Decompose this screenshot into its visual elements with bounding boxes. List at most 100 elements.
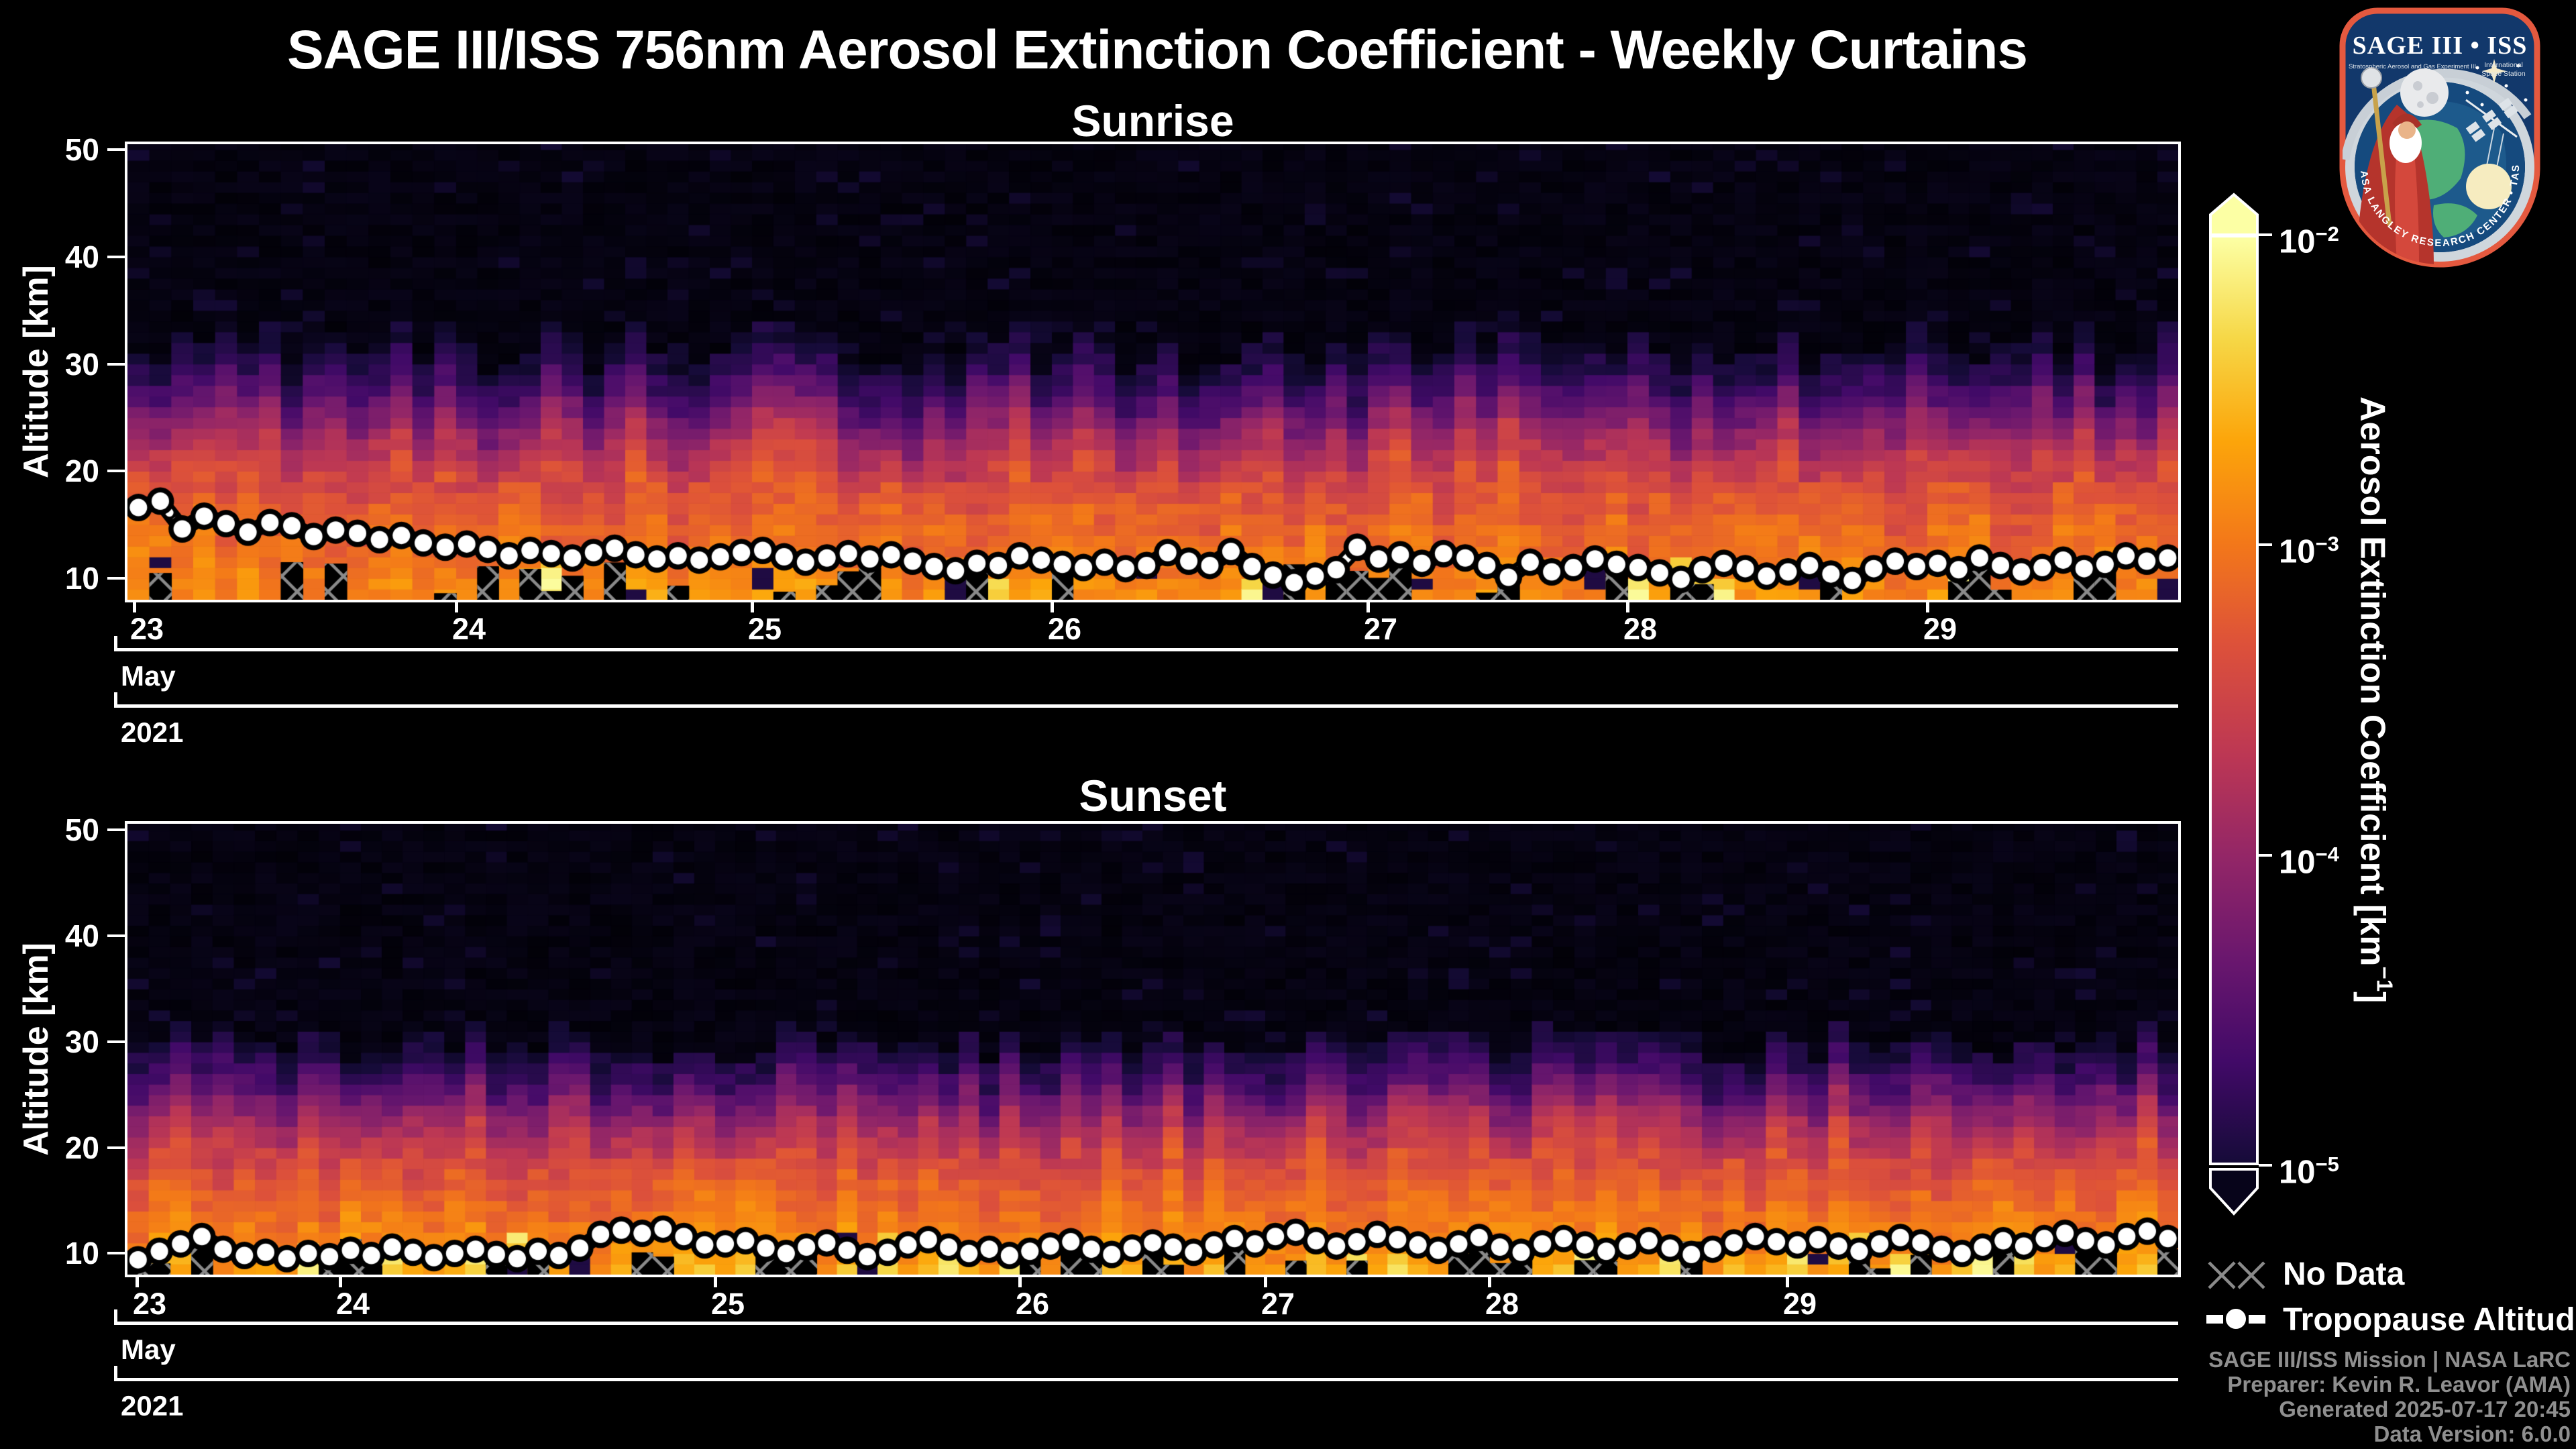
colorbar-bottom-arrow (2209, 1168, 2259, 1216)
sunrise-panel-title: Sunrise (1071, 96, 1234, 146)
footer-credits: SAGE III/ISS Mission | NASA LaRC Prepare… (1744, 1347, 2571, 1446)
sunset-month-label: May (121, 1334, 176, 1365)
footer-data-version: Data Version: 6.0.0 (2373, 1421, 2571, 1446)
x-axis-day-label: 24 (336, 1287, 370, 1321)
star-icon (2482, 59, 2506, 83)
colorbar-tick-label: 10−4 (2279, 842, 2339, 880)
x-axis-tick (1488, 1277, 1491, 1287)
sunset-heatmap-canvas (127, 824, 2178, 1275)
x-axis-day-label: 25 (748, 612, 782, 646)
x-axis-day-label: 29 (1783, 1287, 1817, 1321)
logo-subtitle-right1: International (2484, 61, 2523, 69)
x-axis-day-label: 28 (1485, 1287, 1519, 1321)
colorbar-tick-label: 10−3 (2279, 532, 2339, 570)
y-axis-tick (107, 470, 125, 473)
y-axis-tick (107, 577, 125, 580)
colorbar-tick-label: 10−2 (2279, 222, 2339, 260)
x-axis-tick (136, 1277, 139, 1287)
colorbar-axis-label: Aerosol Extinction Coefficient [km−1] (2353, 396, 2398, 1004)
sunrise-heatmap-canvas (127, 144, 2178, 600)
y-axis-tick-label: 30 (64, 1024, 99, 1059)
no-data-hatch-icon (2206, 1260, 2265, 1291)
x-axis-day-label: 23 (133, 1287, 167, 1321)
iss-solar-arrays (2465, 97, 2518, 142)
x-axis-tick (1018, 1277, 1022, 1287)
y-axis-tick (107, 255, 125, 258)
x-axis-day-label: 27 (1261, 1287, 1295, 1321)
logo-subtitle-left: Stratospheric Aerosol and Gas Experiment… (2349, 63, 2476, 70)
x-axis-tick (751, 602, 754, 612)
logo-subtitle-right2: Space Station (2481, 70, 2526, 78)
sunrise-month-label: May (121, 660, 176, 692)
earth-land-2 (2433, 203, 2477, 237)
colorbar-top-arrow (2209, 193, 2259, 236)
x-axis-day-label: 23 (130, 612, 164, 646)
y-axis-tick (107, 828, 125, 832)
colorbar-tick-label: 10−5 (2279, 1152, 2339, 1191)
sunrise-month-rule-tick (114, 636, 117, 648)
sunrise-year-label: 2021 (121, 716, 184, 748)
sunrise-year-rule (114, 704, 2178, 708)
y-axis-tick (107, 148, 125, 151)
x-axis-tick (1051, 602, 1054, 612)
logo-title: SAGE III • ISS (2353, 32, 2528, 60)
y-axis-tick (107, 1252, 125, 1255)
footer-generated: Generated 2025-07-17 20:45 (2279, 1397, 2571, 1421)
x-axis-day-label: 28 (1623, 612, 1658, 646)
colorbar-tick (2259, 233, 2272, 236)
y-axis-tick-label: 40 (64, 239, 99, 274)
footer-preparer: Preparer: Kevin R. Leavor (AMA) (2227, 1372, 2571, 1397)
sunset-year-rule-tick (114, 1366, 117, 1378)
tropopause-line-icon (2206, 1309, 2265, 1329)
sunrise-month-rule (114, 648, 2178, 651)
sage-iii-iss-logo: SAGE III • ISS Stratospheric Aerosol and… (2333, 4, 2540, 268)
sun (2466, 164, 2512, 209)
x-axis-day-label: 25 (711, 1287, 745, 1321)
x-axis-tick (1366, 602, 1370, 612)
x-axis-tick (714, 1277, 717, 1287)
x-axis-day-label: 27 (1364, 612, 1398, 646)
colorbar-tick (2259, 853, 2272, 857)
y-axis-tick-label: 20 (64, 453, 99, 489)
wizard-figure (2359, 67, 2434, 265)
colorbar-tick (2259, 1164, 2272, 1167)
sunset-month-rule-tick (114, 1309, 117, 1322)
colorbar-tick (2259, 543, 2272, 547)
x-axis-tick (455, 602, 458, 612)
sunset-month-rule (114, 1322, 2178, 1325)
x-axis-tick (339, 1277, 342, 1287)
sunrise-year-rule-tick (114, 692, 117, 704)
sunset-panel-title: Sunset (1079, 771, 1227, 820)
x-axis-tick (1626, 602, 1629, 612)
sunset-year-label: 2021 (121, 1390, 184, 1421)
x-axis-tick (1926, 602, 1929, 612)
x-axis-tick (1264, 1277, 1267, 1287)
sunset-year-rule (114, 1378, 2178, 1381)
y-axis-tick-label: 10 (64, 561, 99, 596)
y-axis-tick-label: 30 (64, 346, 99, 382)
x-axis-day-label: 26 (1016, 1287, 1050, 1321)
y-axis-tick (107, 362, 125, 366)
page-title: SAGE III/ISS 756nm Aerosol Extinction Co… (286, 19, 2028, 80)
x-axis-day-label: 26 (1048, 612, 1082, 646)
no-data-legend-label: No Data (2283, 1256, 2405, 1292)
y-axis-tick-label: 40 (64, 918, 99, 954)
tropopause-legend-label: Tropopause Altitude (2283, 1302, 2576, 1338)
sunset-heatmap-panel (125, 821, 2181, 1277)
y-axis-tick-label: 20 (64, 1130, 99, 1165)
y-axis-tick (107, 1040, 125, 1043)
sunrise-heatmap-panel (125, 142, 2181, 602)
x-axis-day-label: 29 (1923, 612, 1957, 646)
footer-mission: SAGE III/ISS Mission | NASA LaRC (2208, 1347, 2571, 1372)
y-axis-tick-label: 10 (64, 1236, 99, 1271)
y-axis-tick-label: 50 (64, 812, 99, 848)
x-axis-tick (1786, 1277, 1789, 1287)
y-axis-tick (107, 934, 125, 938)
y-axis-tick-label: 50 (64, 131, 99, 167)
y-axis-tick (107, 1146, 125, 1149)
moon (2400, 68, 2449, 117)
x-axis-day-label: 24 (452, 612, 486, 646)
x-axis-tick (133, 602, 136, 612)
colorbar-gradient (2209, 235, 2259, 1165)
